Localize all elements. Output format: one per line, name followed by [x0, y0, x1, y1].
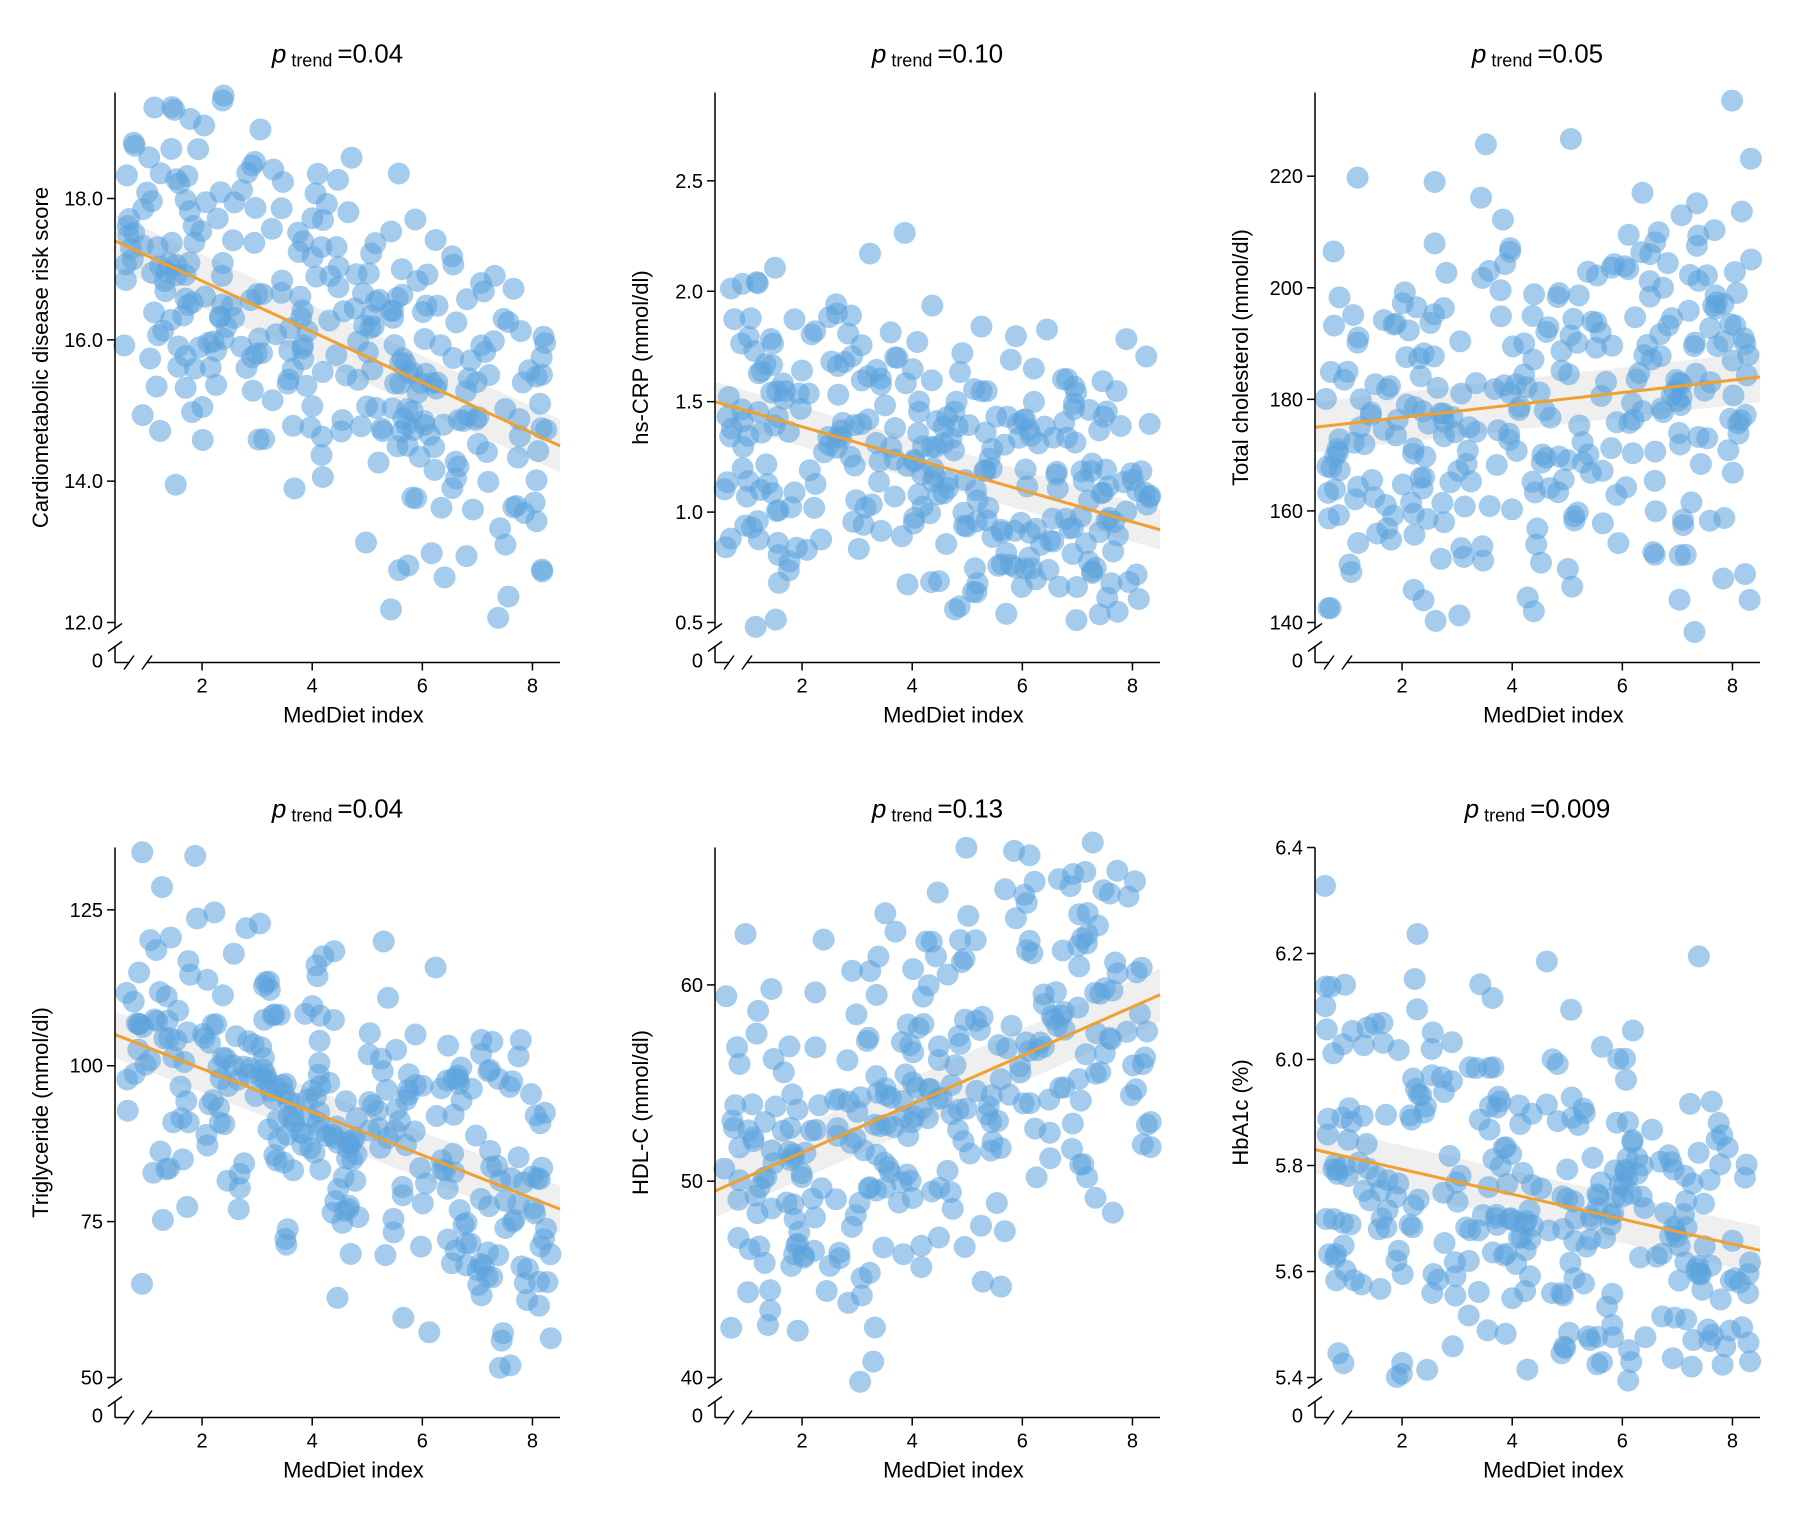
- x-tick-label: 4: [1507, 676, 1518, 698]
- panel-cardiometabolic: p trend =0.0412.014.016.018.00Cardiometa…: [20, 20, 580, 745]
- svg-text:0: 0: [1292, 1406, 1303, 1428]
- x-tick-label: 6: [1017, 676, 1028, 698]
- y-tick-label: 75: [81, 1212, 103, 1234]
- x-tick-label: 2: [797, 1431, 808, 1453]
- y-axis-label: Total cholesterol (mmol/dl): [1228, 229, 1253, 486]
- x-tick-label: 4: [907, 676, 918, 698]
- x-axis-label: MedDiet index: [883, 1458, 1024, 1483]
- x-tick-label: 2: [197, 1431, 208, 1453]
- y-tick-label: 40: [681, 1368, 703, 1390]
- x-axis-label: MedDiet index: [1483, 703, 1624, 728]
- y-tick-label: 125: [70, 900, 103, 922]
- y-tick-label: 5.8: [1275, 1156, 1303, 1178]
- y-tick-label: 1.0: [675, 502, 703, 524]
- x-tick-label: 6: [1617, 676, 1628, 698]
- panel-hdlc: p trend =0.134050600HDL-C (mmol/dl)2468M…: [620, 775, 1180, 1500]
- y-tick-label: 180: [1270, 389, 1303, 411]
- y-tick-label: 5.6: [1275, 1262, 1303, 1284]
- y-tick-label: 100: [70, 1056, 103, 1078]
- y-axis-label: HDL-C (mmol/dl): [628, 1030, 653, 1195]
- panel-triglyceride: p trend =0.0450751001250Triglyceride (mm…: [20, 775, 580, 1500]
- x-tick-label: 2: [797, 676, 808, 698]
- svg-text:0: 0: [92, 1406, 103, 1428]
- x-tick-label: 6: [1017, 1431, 1028, 1453]
- y-axis-label: Cardiometabolic disease risk score: [28, 187, 53, 528]
- y-tick-label: 6.2: [1275, 944, 1303, 966]
- svg-text:0: 0: [692, 1406, 703, 1428]
- y-tick-label: 2.0: [675, 281, 703, 303]
- svg-text:0: 0: [92, 651, 103, 673]
- y-tick-label: 14.0: [64, 471, 103, 493]
- y-axis-label: Triglyceride (mmol/dl): [28, 1007, 53, 1218]
- x-tick-label: 8: [1727, 676, 1738, 698]
- y-tick-label: 200: [1270, 278, 1303, 300]
- x-tick-label: 2: [1397, 1431, 1408, 1453]
- y-tick-label: 6.0: [1275, 1050, 1303, 1072]
- panel-totalchol: p trend =0.051401601802002200Total chole…: [1220, 20, 1780, 745]
- x-axis-label: MedDiet index: [283, 1458, 424, 1483]
- panel-hba1c: p trend =0.0095.45.65.86.06.26.40HbA1c (…: [1220, 775, 1780, 1500]
- x-axis-label: MedDiet index: [1483, 1458, 1624, 1483]
- x-tick-label: 4: [307, 676, 318, 698]
- y-axis-label: HbA1c (%): [1228, 1059, 1253, 1165]
- y-tick-label: 50: [681, 1171, 703, 1193]
- y-tick-label: 16.0: [64, 330, 103, 352]
- y-tick-label: 5.4: [1275, 1368, 1303, 1390]
- y-tick-label: 220: [1270, 166, 1303, 188]
- svg-text:0: 0: [1292, 651, 1303, 673]
- x-tick-label: 8: [1727, 1431, 1738, 1453]
- svg-text:0: 0: [692, 651, 703, 673]
- y-tick-label: 18.0: [64, 189, 103, 211]
- y-tick-label: 1.5: [675, 392, 703, 414]
- y-tick-label: 2.5: [675, 171, 703, 193]
- x-tick-label: 6: [417, 1431, 428, 1453]
- y-tick-label: 60: [681, 975, 703, 997]
- x-tick-label: 4: [907, 1431, 918, 1453]
- x-tick-label: 2: [197, 676, 208, 698]
- y-axis-label: hs-CRP (mmol/dl): [628, 270, 653, 444]
- y-tick-label: 160: [1270, 501, 1303, 523]
- y-tick-label: 0.5: [675, 613, 703, 635]
- x-tick-label: 8: [1127, 676, 1138, 698]
- panel-hscrp: p trend =0.100.51.01.52.02.50hs-CRP (mmo…: [620, 20, 1180, 745]
- x-tick-label: 8: [527, 1431, 538, 1453]
- x-axis-label: MedDiet index: [883, 703, 1024, 728]
- x-tick-label: 4: [1507, 1431, 1518, 1453]
- x-tick-label: 6: [1617, 1431, 1628, 1453]
- x-tick-label: 4: [307, 1431, 318, 1453]
- y-tick-label: 140: [1270, 613, 1303, 635]
- y-tick-label: 50: [81, 1368, 103, 1390]
- y-tick-label: 6.4: [1275, 838, 1303, 860]
- x-tick-label: 2: [1397, 676, 1408, 698]
- x-tick-label: 6: [417, 676, 428, 698]
- chart-grid: p trend =0.0412.014.016.018.00Cardiometa…: [20, 20, 1780, 1500]
- x-tick-label: 8: [527, 676, 538, 698]
- x-tick-label: 8: [1127, 1431, 1138, 1453]
- x-axis-label: MedDiet index: [283, 703, 424, 728]
- y-tick-label: 12.0: [64, 613, 103, 635]
